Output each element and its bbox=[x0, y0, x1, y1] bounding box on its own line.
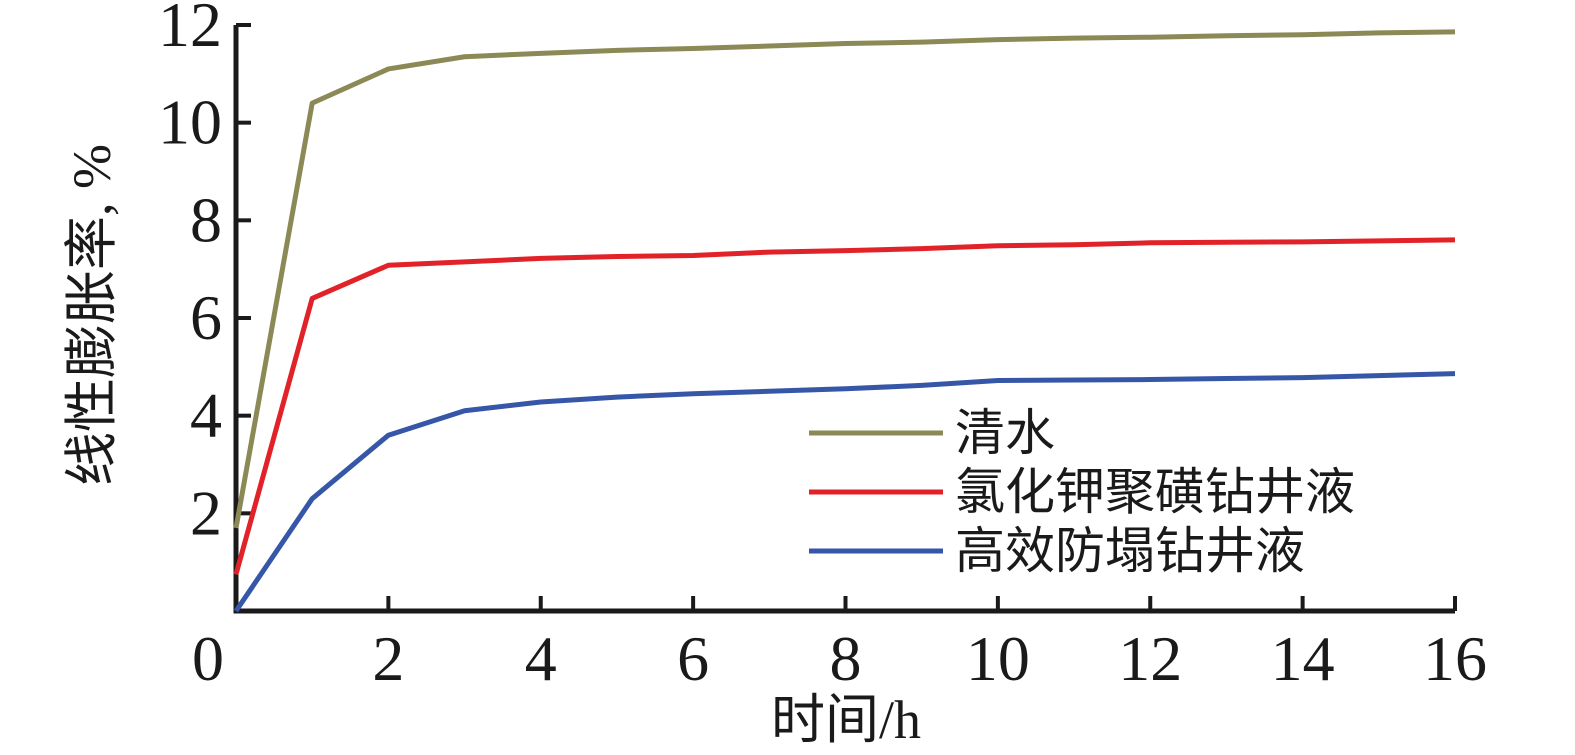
y-tick-label: 6 bbox=[190, 282, 222, 353]
x-tick-label: 8 bbox=[830, 623, 862, 694]
series-line-water bbox=[233, 29, 1456, 529]
y-tick-label: 8 bbox=[190, 184, 222, 255]
series-line-kcl-polysulfonate-drilling-fluid bbox=[233, 237, 1456, 576]
x-tick-label: 6 bbox=[677, 623, 709, 694]
x-tick-label: 10 bbox=[966, 623, 1030, 694]
series-line-anti-collapse-drilling-fluid bbox=[233, 371, 1456, 613]
legend-label-water: 清水 bbox=[955, 405, 1055, 461]
series-lines bbox=[233, 29, 1456, 613]
x-tick-label: 2 bbox=[372, 623, 404, 694]
legend-label-anti-collapse-drilling-fluid: 高效防塌钻井液 bbox=[955, 523, 1305, 579]
x-tick-labels: 0 2 4 6 8 10 12 14 16 bbox=[192, 623, 1487, 694]
x-tick-label: 16 bbox=[1423, 623, 1487, 694]
y-tick-label: 12 bbox=[158, 0, 222, 60]
x-tick-label: 4 bbox=[525, 623, 557, 694]
y-tick-label: 10 bbox=[158, 87, 222, 158]
x-tick-label: 14 bbox=[1271, 623, 1335, 694]
y-axis-ticks bbox=[236, 23, 251, 516]
legend-label-kcl-polysulfonate-drilling-fluid: 氯化钾聚磺钻井液 bbox=[955, 464, 1355, 520]
x-tick-label: 12 bbox=[1118, 623, 1182, 694]
y-tick-label: 2 bbox=[190, 477, 222, 548]
y-tick-label: 4 bbox=[190, 380, 222, 451]
y-tick-labels: 2 4 6 8 10 12 bbox=[158, 0, 222, 548]
y-axis-title: 线性膨胀率, % bbox=[62, 144, 122, 486]
x-axis-ticks bbox=[386, 596, 1457, 611]
x-axis-title: 时间/h bbox=[771, 690, 921, 750]
x-tick-label: 0 bbox=[192, 623, 224, 694]
